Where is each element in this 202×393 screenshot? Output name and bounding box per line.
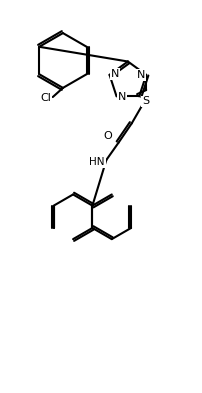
Text: S: S <box>141 96 148 107</box>
Text: N: N <box>110 69 118 79</box>
Text: N: N <box>118 92 126 103</box>
Text: HN: HN <box>89 157 104 167</box>
Text: N: N <box>136 70 145 80</box>
Text: Cl: Cl <box>40 93 51 103</box>
Text: O: O <box>102 130 111 141</box>
